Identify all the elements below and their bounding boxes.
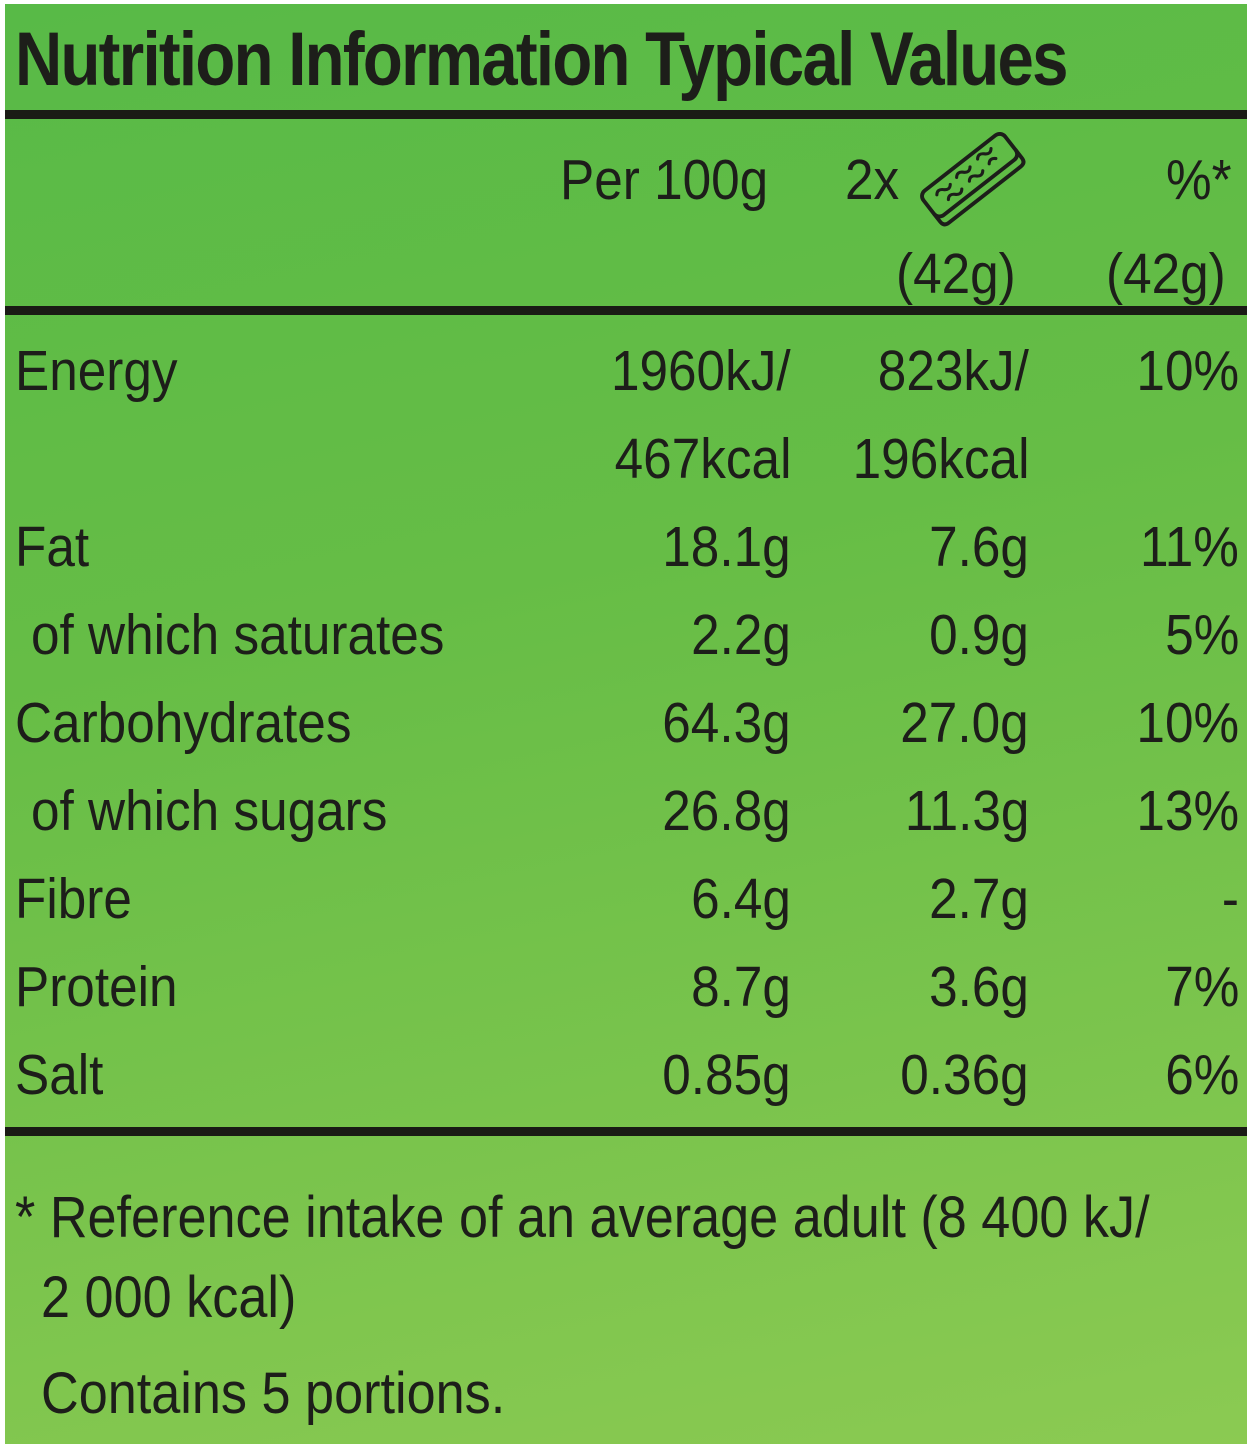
portion-count-label: 2x — [844, 148, 899, 212]
per-100g-value: 2.2g — [691, 603, 791, 667]
per-portion-value: 27.0g — [900, 691, 1029, 755]
column-header-per-portion: 2x — [791, 125, 1029, 235]
nutrient-label: of which sugars — [31, 779, 388, 843]
table-header: Per 100g 2x — [5, 119, 1247, 306]
per-100g-value: 64.3g — [662, 691, 791, 755]
table-row-saturates: of which saturates 2.2g 0.9g 5% — [5, 591, 1247, 679]
reference-intake-note-line2: 2 000 kcal) — [41, 1265, 297, 1330]
per-100g-value: 0.85g — [662, 1043, 791, 1107]
nutrient-label: Protein — [15, 955, 178, 1019]
percent-ri-value: 6% — [1164, 1043, 1239, 1107]
per-portion-value: 0.36g — [900, 1043, 1029, 1107]
per-100g-value: 6.4g — [691, 867, 791, 931]
divider-header — [5, 306, 1247, 315]
percent-ri-value: 10% — [1136, 339, 1239, 403]
label-background: Nutrition Information Typical Values Per… — [5, 4, 1247, 1444]
page-title: Nutrition Information Typical Values — [5, 4, 1247, 110]
nutrient-label: of which saturates — [31, 603, 445, 667]
per-portion-value: 823kJ/ 196kcal — [852, 339, 1029, 491]
per-portion-value: 2.7g — [929, 867, 1029, 931]
divider-top — [5, 110, 1247, 119]
percent-ri-value: - — [1221, 867, 1239, 931]
nutrient-label: Carbohydrates — [15, 691, 352, 755]
reference-intake-note-line1: * Reference intake of an average adult (… — [15, 1185, 1150, 1250]
nutrition-table: Energy 1960kJ/ 467kcal 823kJ/ 196kcal 10… — [5, 315, 1247, 1119]
footnotes: * Reference intake of an average adult (… — [5, 1136, 1247, 1434]
table-row-salt: Salt 0.85g 0.36g 6% — [5, 1031, 1247, 1119]
percent-ri-value: 13% — [1136, 779, 1239, 843]
percent-ri-value: 5% — [1164, 603, 1239, 667]
divider-bottom — [5, 1127, 1247, 1136]
title-text: Nutrition Information Typical Values — [15, 17, 1068, 102]
per-100g-value: 8.7g — [691, 955, 791, 1019]
table-row-fibre: Fibre 6.4g 2.7g - — [5, 855, 1247, 943]
nutrient-label: Energy — [15, 339, 178, 403]
nutrient-label: Fat — [15, 515, 90, 579]
cereal-bar-icon — [920, 131, 1026, 227]
percent-ri-value: 10% — [1136, 691, 1239, 755]
per-100g-value: 26.8g — [662, 779, 791, 843]
table-row-protein: Protein 8.7g 3.6g 7% — [5, 943, 1247, 1031]
column-header-percent-ri: %* — [1166, 148, 1232, 212]
per-portion-value: 7.6g — [929, 515, 1029, 579]
per-100g-value: 18.1g — [662, 515, 791, 579]
per-portion-value: 0.9g — [929, 603, 1029, 667]
percent-ri-value: 7% — [1164, 955, 1239, 1019]
portions-note: Contains 5 portions. — [41, 1361, 506, 1426]
portion-weight-label: (42g) — [895, 241, 1016, 306]
per-portion-value: 3.6g — [929, 955, 1029, 1019]
table-row-carbohydrates: Carbohydrates 64.3g 27.0g 10% — [5, 679, 1247, 767]
table-row-fat: Fat 18.1g 7.6g 11% — [5, 503, 1247, 591]
percent-weight-label: (42g) — [1105, 241, 1226, 306]
nutrient-label: Fibre — [15, 867, 132, 931]
column-header-per-100g: Per 100g — [559, 148, 768, 212]
table-row-sugars: of which sugars 26.8g 11.3g 13% — [5, 767, 1247, 855]
nutrient-label: Salt — [15, 1043, 104, 1107]
percent-ri-value: 11% — [1140, 515, 1239, 579]
per-portion-value: 11.3g — [904, 779, 1029, 843]
table-row-energy: Energy 1960kJ/ 467kcal 823kJ/ 196kcal 10… — [5, 327, 1247, 503]
per-100g-value: 1960kJ/ 467kcal — [611, 339, 791, 491]
